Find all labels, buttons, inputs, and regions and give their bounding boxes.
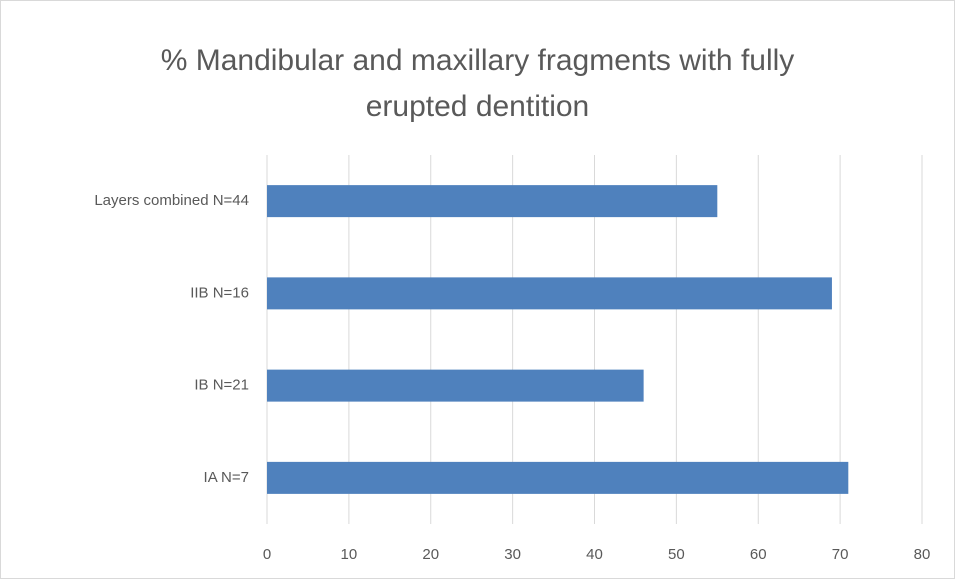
y-tick-label: IB N=21 [194, 377, 249, 394]
x-tick-label: 50 [668, 546, 685, 563]
x-tick-label: 30 [504, 546, 521, 563]
bar [267, 185, 718, 218]
y-tick-label: IIB N=16 [190, 284, 249, 301]
x-tick-label: 20 [422, 546, 439, 563]
x-tick-label: 10 [341, 546, 358, 563]
y-tick-label: Layers combined N=44 [94, 192, 249, 209]
y-tick-label: IA N=7 [204, 469, 249, 486]
bar [267, 369, 644, 402]
x-tick-label: 60 [750, 546, 767, 563]
x-tick-label: 40 [586, 546, 603, 563]
x-tick-label: 80 [914, 546, 931, 563]
bar [267, 461, 849, 494]
x-tick-label: 0 [263, 546, 271, 563]
chart-title: % Mandibular and maxillary fragments wit… [160, 44, 795, 123]
x-tick-label: 70 [832, 546, 849, 563]
bar [267, 277, 832, 310]
